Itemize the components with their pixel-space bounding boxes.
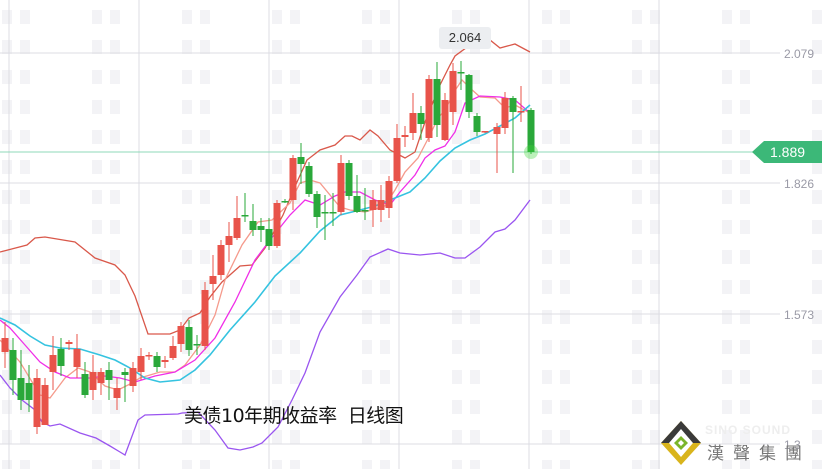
logo-name: 漢聲集團 xyxy=(707,444,811,464)
indicator-lines xyxy=(0,39,531,456)
y-axis-label-1320: 1.3 xyxy=(784,438,801,452)
candle xyxy=(249,221,257,230)
candle xyxy=(501,98,509,128)
candle xyxy=(305,166,313,194)
candle xyxy=(113,388,121,398)
last-price-glow xyxy=(524,145,538,159)
candle xyxy=(105,370,113,380)
candle xyxy=(509,98,517,112)
candle xyxy=(129,368,137,386)
candle xyxy=(337,163,345,212)
high-price-tag: 2.064 xyxy=(439,27,491,49)
boll-lower-line xyxy=(0,199,531,456)
candle xyxy=(481,131,489,133)
current-price-tag: 1.889 xyxy=(752,141,822,163)
candle xyxy=(527,110,535,152)
candle xyxy=(289,158,297,200)
candle xyxy=(361,210,369,212)
candle xyxy=(177,326,185,344)
candle xyxy=(65,342,73,344)
candle xyxy=(233,218,241,238)
candle xyxy=(393,138,401,181)
candle xyxy=(185,327,193,350)
candle xyxy=(517,111,525,113)
candle xyxy=(57,349,65,366)
candle xyxy=(297,157,305,164)
candle xyxy=(385,181,393,208)
y-axis-label-1573: 1.573 xyxy=(784,308,815,322)
candle xyxy=(321,212,329,214)
candle xyxy=(473,116,481,132)
candle xyxy=(17,378,25,400)
candle xyxy=(137,356,145,372)
candle xyxy=(257,226,265,230)
candle xyxy=(145,355,153,357)
candle xyxy=(81,374,89,395)
candle xyxy=(89,372,97,390)
candle xyxy=(209,276,217,284)
candle xyxy=(97,372,105,383)
background-watermark xyxy=(2,10,822,469)
y-axis-label-1826: 1.826 xyxy=(784,177,815,191)
candle xyxy=(457,72,465,74)
candle xyxy=(265,229,273,246)
candle xyxy=(369,200,377,210)
price-tag-shape xyxy=(752,141,822,163)
ma-long-line xyxy=(0,104,531,383)
candle xyxy=(1,338,9,352)
candle xyxy=(353,196,361,212)
ma-mid-line xyxy=(0,95,531,383)
brand-logo: SINO SOUND 漢聲集團 xyxy=(657,417,822,469)
candle xyxy=(377,200,385,210)
candle xyxy=(73,349,81,367)
candle xyxy=(409,113,417,133)
candle xyxy=(41,385,49,425)
current-price-value: 1.889 xyxy=(770,144,806,160)
candle xyxy=(425,79,433,138)
candle xyxy=(201,290,209,346)
candle xyxy=(273,203,281,246)
candle xyxy=(121,372,129,375)
candle xyxy=(193,344,201,346)
candle xyxy=(241,215,249,217)
candle xyxy=(225,236,233,245)
candle xyxy=(153,356,161,367)
candle xyxy=(161,360,169,362)
logo-subtitle: SINO SOUND xyxy=(705,423,792,437)
candle xyxy=(9,350,17,380)
candle xyxy=(417,113,425,124)
candle xyxy=(345,163,353,196)
candle xyxy=(25,383,33,400)
candle xyxy=(433,79,441,125)
chart-title: 美债10年期收益率 日线图 xyxy=(184,405,404,427)
candle xyxy=(217,245,225,275)
candle xyxy=(493,127,501,134)
candle xyxy=(441,100,449,140)
candle xyxy=(313,194,321,217)
y-axis-label-2079: 2.079 xyxy=(784,47,815,61)
candle xyxy=(33,378,41,427)
diamond-logo-icon xyxy=(661,421,701,465)
boll-upper-line xyxy=(0,39,531,335)
candle xyxy=(49,355,57,372)
candle xyxy=(465,75,473,112)
candle xyxy=(449,71,457,112)
candle xyxy=(169,346,177,358)
candles xyxy=(1,61,535,434)
candle xyxy=(329,212,337,214)
candle xyxy=(401,135,409,137)
candle xyxy=(281,201,289,203)
